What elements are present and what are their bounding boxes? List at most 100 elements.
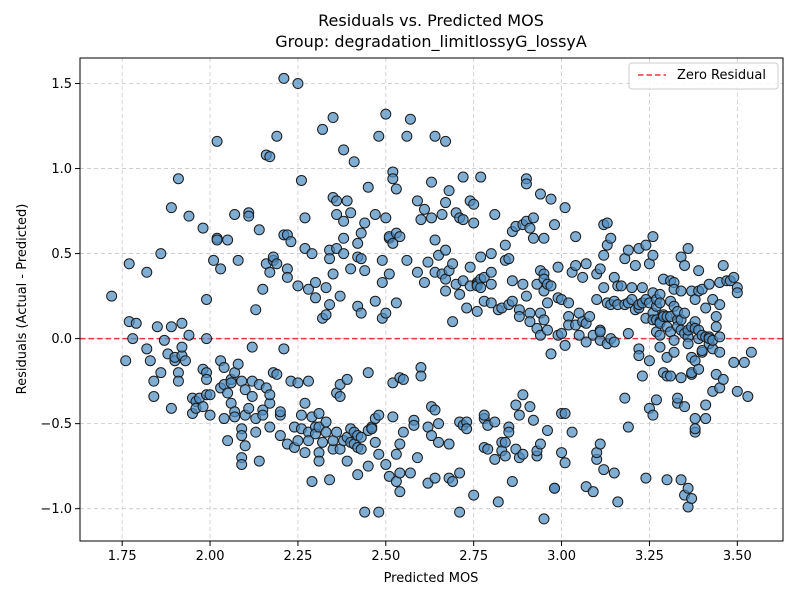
scatter-point <box>127 333 139 345</box>
scatter-point <box>310 276 322 288</box>
scatter-point <box>503 253 515 265</box>
scatter-point <box>144 355 156 367</box>
scatter-point <box>292 435 304 447</box>
scatter-point <box>211 234 223 246</box>
scatter-point <box>689 423 701 435</box>
scatter-point <box>415 214 427 226</box>
scatter-point <box>355 227 367 239</box>
scatter-point <box>605 232 617 244</box>
scatter-point <box>506 475 518 487</box>
scatter-point <box>527 212 539 224</box>
scatter-point <box>710 321 722 333</box>
scatter-point <box>338 248 350 260</box>
scatter-point <box>334 290 346 302</box>
x-tick-label: 3.25 <box>635 549 664 564</box>
scatter-point <box>197 401 209 413</box>
scatter-point <box>183 210 195 222</box>
scatter-point <box>257 409 269 421</box>
scatter-point <box>390 183 402 195</box>
scatter-point <box>362 181 374 193</box>
scatter-point <box>426 430 437 442</box>
scatter-point <box>271 368 283 380</box>
scatter-point <box>594 438 606 450</box>
scatter-point <box>517 448 529 460</box>
scatter-point <box>489 453 501 465</box>
scatter-point <box>355 307 367 319</box>
scatter-point <box>668 346 680 358</box>
scatter-point <box>552 261 564 273</box>
scatter-point <box>742 390 754 402</box>
scatter-point <box>359 506 371 518</box>
scatter-point <box>433 418 445 430</box>
scatter-point <box>675 372 687 384</box>
scatter-point <box>608 336 620 348</box>
scatter-point <box>549 482 561 494</box>
scatter-point <box>468 217 480 229</box>
scatter-point <box>429 234 441 246</box>
scatter-point <box>654 297 666 309</box>
scatter-point <box>172 173 184 185</box>
scatter-point <box>570 259 582 271</box>
scatter-point <box>317 123 329 135</box>
scatter-point <box>204 389 216 401</box>
scatter-point <box>622 328 634 340</box>
y-tick-label: 0.5 <box>51 247 72 262</box>
scatter-point <box>394 231 406 243</box>
scatter-point <box>679 259 691 271</box>
scatter-point <box>324 299 336 311</box>
scatter-point <box>714 346 726 358</box>
scatter-point <box>693 265 705 277</box>
scatter-point <box>447 475 459 487</box>
scatter-point <box>292 280 304 292</box>
scatter-point <box>404 113 416 125</box>
scatter-point <box>556 328 568 340</box>
scatter-point <box>447 316 459 328</box>
scatter-point <box>274 406 286 418</box>
x-tick-label: 2.75 <box>459 549 488 564</box>
scatter-point <box>201 294 213 305</box>
scatter-point <box>499 239 511 251</box>
scatter-point <box>250 304 262 316</box>
scatter-point <box>120 355 132 367</box>
scatter-point <box>236 430 248 442</box>
scatter-point <box>436 208 448 220</box>
scatter-point <box>306 248 318 260</box>
scatter-point <box>418 203 430 215</box>
scatter-point <box>348 156 360 168</box>
scatter-point <box>475 282 487 294</box>
scatter-point <box>211 135 223 147</box>
scatter-point <box>232 358 244 370</box>
scatter-point <box>545 193 557 205</box>
scatter-point <box>130 317 142 329</box>
scatter-point <box>331 208 343 220</box>
scatter-point <box>380 458 392 470</box>
scatter-point <box>408 419 420 431</box>
scatter-point <box>285 236 297 248</box>
x-axis-label: Predicted MOS <box>384 571 479 586</box>
scatter-point <box>387 411 399 423</box>
scatter-point <box>622 421 634 433</box>
scatter-point <box>222 387 234 399</box>
scatter-point <box>682 482 694 494</box>
y-tick-label: −1.0 <box>40 502 72 517</box>
scatter-point <box>243 210 255 222</box>
scatter-point <box>302 283 314 295</box>
scatter-point <box>397 373 409 385</box>
scatter-point <box>155 367 167 379</box>
scatter-point <box>271 130 283 142</box>
scatter-point <box>334 390 346 402</box>
scatter-point <box>654 341 666 353</box>
scatter-point <box>208 254 220 266</box>
scatter-point <box>380 307 392 319</box>
scatter-point <box>489 208 501 220</box>
scatter-point <box>591 294 603 305</box>
scatter-point <box>295 174 307 186</box>
scatter-point <box>292 377 304 389</box>
scatter-point <box>580 258 592 270</box>
scatter-point <box>478 409 490 421</box>
scatter-point <box>700 302 712 314</box>
scatter-point <box>341 373 353 385</box>
scatter-point <box>513 409 525 421</box>
scatter-point <box>324 474 336 486</box>
